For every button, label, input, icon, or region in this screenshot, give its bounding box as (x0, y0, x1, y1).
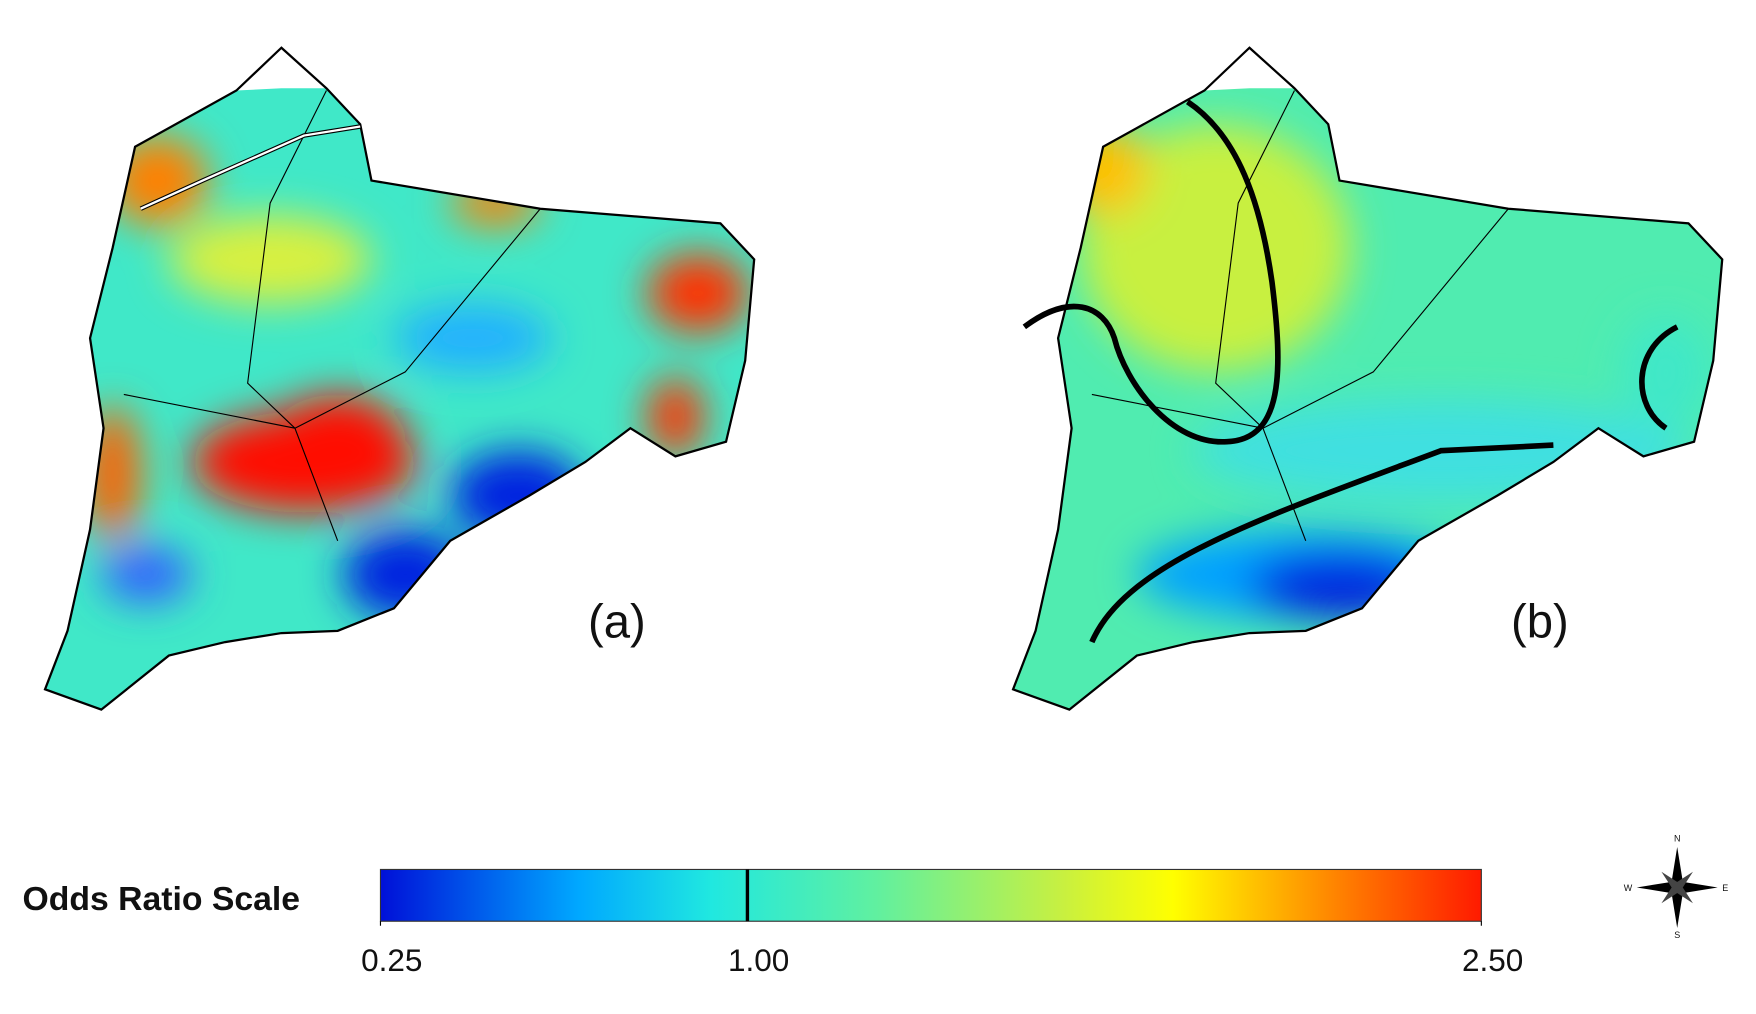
compass-w: W (1624, 883, 1633, 893)
scale-ticks: 0.25 1.00 2.50 (361, 869, 1523, 978)
compass: N W E S (1624, 833, 1729, 940)
scale-tick-label: 2.50 (1462, 942, 1523, 978)
compass-e: E (1722, 883, 1728, 893)
color-bar (379, 868, 1482, 922)
compass-n: N (1674, 833, 1680, 843)
map-b (1011, 46, 1724, 711)
scale-tick-label: 0.25 (361, 942, 422, 978)
scale-tick-label: 1.00 (728, 942, 789, 978)
panel-label: (a) (588, 596, 646, 649)
map-a (43, 46, 756, 711)
compass-s: S (1674, 930, 1680, 940)
legend-title: Odds Ratio Scale (23, 880, 301, 918)
panel-label: (b) (1511, 596, 1569, 649)
